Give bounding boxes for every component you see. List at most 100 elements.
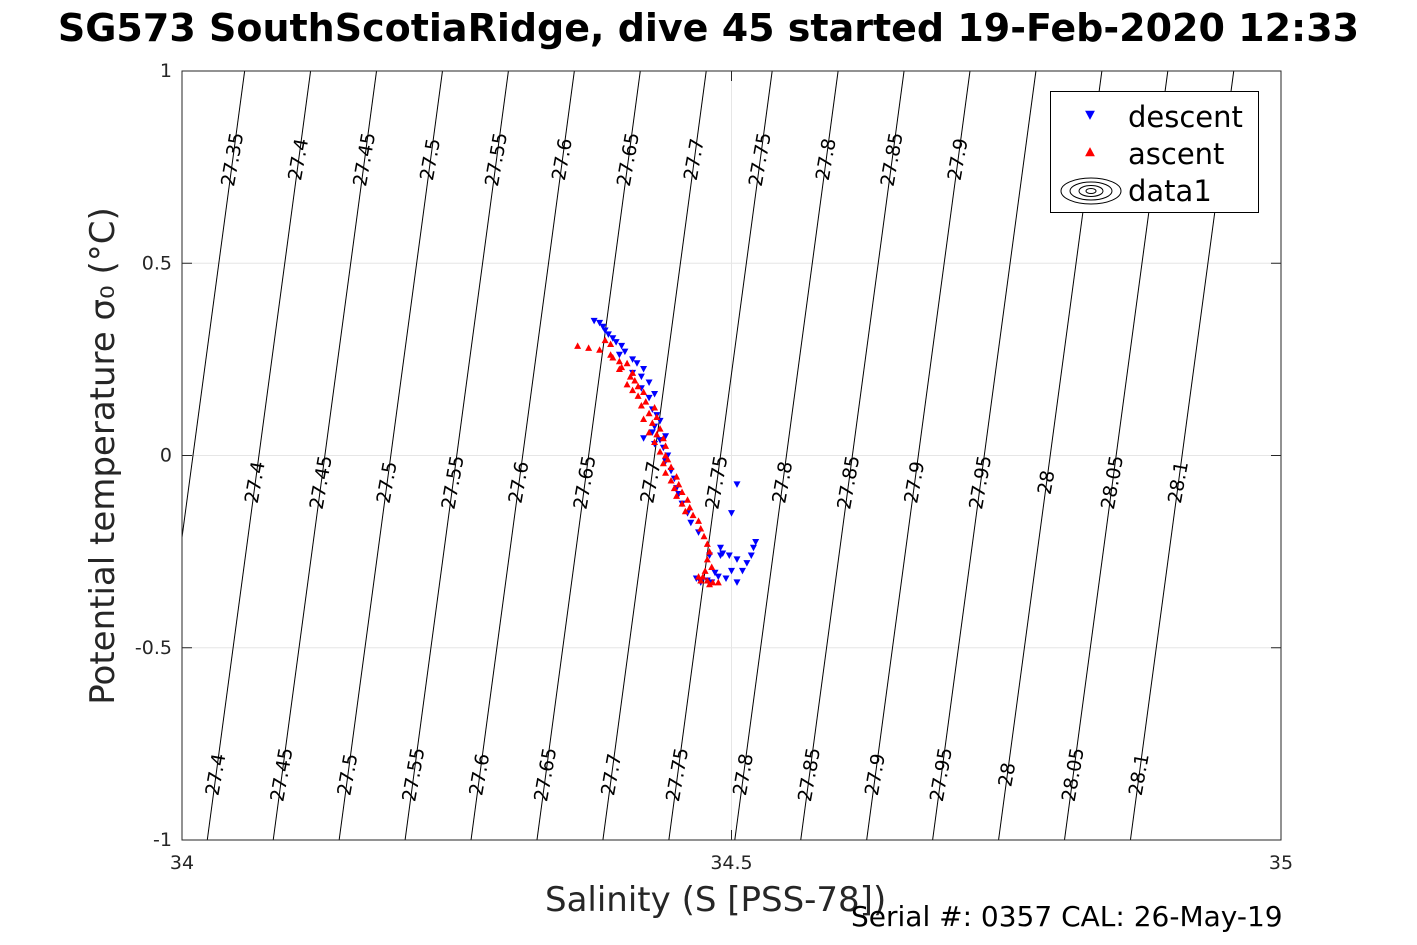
ascent-point (640, 388, 648, 396)
contour-label: 27.4 (202, 752, 231, 797)
ascent-point (686, 503, 694, 511)
ascent-point (678, 488, 686, 496)
contour-label: 27.4 (284, 137, 313, 182)
descent-point (725, 552, 733, 559)
ascent-point (623, 380, 631, 388)
ascent-point (678, 500, 686, 507)
descent-point (651, 390, 659, 398)
descent-point (711, 569, 719, 577)
ascent-point (701, 567, 709, 574)
ascent-point (695, 573, 703, 580)
contour-label: 27.45 (266, 746, 297, 803)
ascent-point (609, 353, 617, 361)
ascent-point (596, 346, 604, 353)
contour-label: 27.55 (398, 746, 429, 803)
contour-label: 27.45 (306, 454, 337, 511)
ascent-point (659, 434, 667, 442)
descent-point (618, 342, 626, 350)
contour-label: 27.5 (373, 460, 402, 505)
ascent-point (653, 413, 661, 421)
y-tick-label: 1 (160, 60, 172, 82)
isopycnal-line (206, 71, 312, 840)
descent-point (714, 573, 722, 581)
ascent-point (697, 525, 705, 532)
ascent-point (703, 555, 711, 563)
descent-point (722, 575, 730, 583)
ascent-point (585, 344, 593, 351)
ascent-point (631, 377, 639, 384)
legend-label-ascent: ascent (1128, 137, 1225, 171)
data-points (574, 317, 760, 588)
contour-label: 27.6 (548, 137, 577, 182)
descent-point (747, 552, 755, 559)
legend-label-data1: data1 (1128, 174, 1212, 208)
ascent-point (689, 511, 697, 519)
ascent-point (651, 438, 659, 446)
ascent-point (634, 382, 642, 390)
contour-label: 27.4 (241, 460, 270, 505)
contour-label: 28.1 (1125, 752, 1154, 797)
x-tick-label: 34.5 (710, 852, 752, 874)
contour-symbol-icon (1060, 177, 1122, 205)
contour-label: 27.85 (833, 454, 864, 511)
contour-label: 28.05 (1058, 746, 1089, 803)
contour-label: 27.65 (530, 746, 561, 803)
contour-label: 27.55 (481, 131, 512, 188)
ascent-point (615, 357, 623, 365)
descent-point (601, 327, 609, 335)
ascent-point (640, 415, 648, 422)
descent-point (633, 360, 641, 367)
x-tick-label: 35 (1269, 852, 1293, 874)
ascent-point (706, 548, 714, 555)
isopycnal-line (404, 71, 509, 840)
chart-title: SG573 SouthScotiaRidge, dive 45 started … (57, 6, 1360, 50)
contour-label: 27.85 (877, 131, 908, 188)
ascent-point (615, 365, 623, 372)
contour-label: 27.7 (636, 460, 665, 505)
contour-label: 27.5 (416, 137, 445, 182)
contour-label: 27.6 (505, 460, 534, 505)
descent-point (648, 429, 656, 436)
isopycnal-line (932, 71, 1037, 840)
ascent-point (607, 340, 615, 347)
ascent-point (637, 402, 645, 409)
ascent-point (670, 484, 678, 492)
descent-point (662, 433, 670, 440)
legend-item-ascent: ascent (1051, 135, 1258, 171)
ascent-point (645, 428, 653, 436)
isopycnal-line (470, 71, 575, 840)
contour-label: 27.65 (613, 131, 644, 188)
descent-point (604, 331, 612, 338)
contour-label: 27.9 (944, 137, 973, 182)
descent-point (640, 435, 648, 442)
contour-label: 28 (1034, 469, 1060, 497)
descent-point (621, 348, 629, 356)
ascent-point (662, 442, 670, 449)
ascent-point (623, 359, 631, 367)
contour-label: 27.95 (965, 454, 996, 511)
descent-point (728, 510, 735, 517)
isopycnal-line (668, 71, 773, 840)
contour-label: 27.75 (701, 454, 732, 511)
descent-point (728, 567, 735, 575)
x-tick-label: 34 (170, 852, 194, 874)
ascent-point (708, 563, 716, 571)
contour-label: 27.7 (597, 752, 626, 797)
isopycnal-line (338, 71, 443, 840)
ascent-point (706, 580, 714, 588)
y-axis-label: Potential temperature σ₀ (°C) (83, 207, 123, 705)
ascent-point (697, 576, 705, 584)
ascent-point (645, 409, 653, 417)
isopycnal-line (866, 71, 971, 840)
isopycnal-line (734, 71, 839, 840)
y-tick-label: 0 (160, 445, 172, 467)
descent-point (687, 519, 695, 527)
contour-label: 27.95 (926, 746, 957, 803)
descent-point (645, 394, 653, 402)
ascent-point (656, 425, 664, 432)
ascent-point (684, 496, 692, 503)
ascent-point (656, 448, 664, 455)
ascent-point (664, 455, 672, 463)
legend-label-descent: descent (1128, 100, 1243, 134)
serial-cal-footer: Serial #: 0357 CAL: 26-May-19 (851, 900, 1283, 933)
